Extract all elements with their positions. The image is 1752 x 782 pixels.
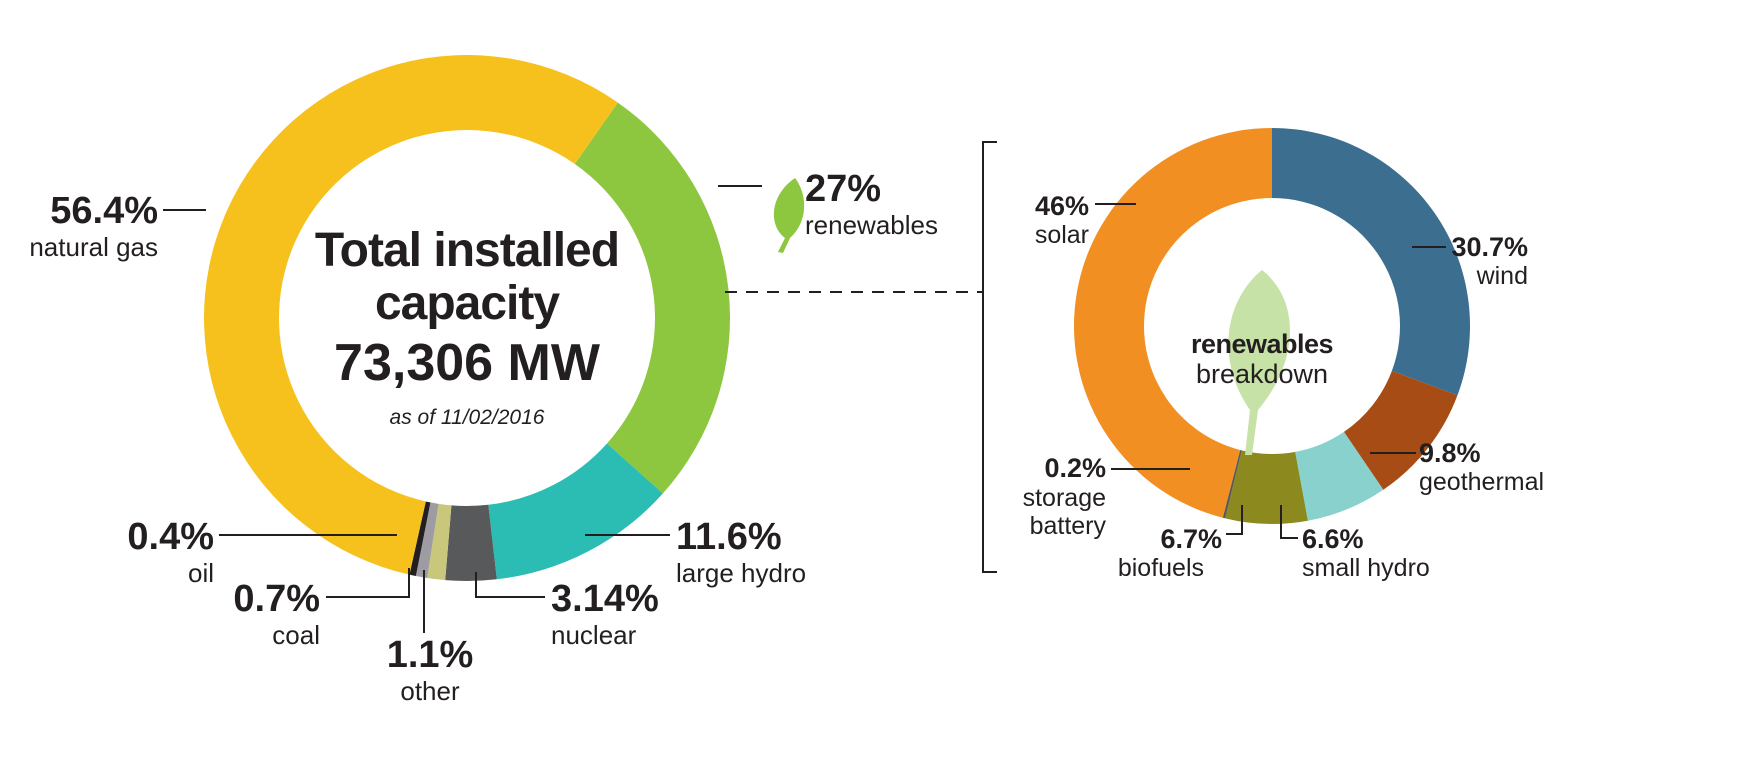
- category-label: biofuels: [1117, 554, 1204, 582]
- donut-slice: [427, 503, 452, 581]
- slice-label: 56.4% natural gas: [29, 192, 158, 260]
- category-label: geothermal: [1419, 468, 1545, 496]
- leader-lines: [163, 185, 1446, 633]
- slice-label: 0.4% oil: [127, 518, 214, 586]
- donut-slice: [1343, 370, 1458, 490]
- value-label: 6.7%: [1160, 524, 1222, 554]
- slice-label: 0.2% storage battery: [996, 455, 1106, 540]
- donut-slice: [488, 443, 663, 580]
- donut-slice: [1073, 127, 1272, 518]
- slice-label: 3.14% nuclear: [551, 580, 659, 648]
- value-label: 27%: [805, 168, 882, 210]
- center-text: renewables breakdown: [1172, 329, 1352, 389]
- value-label: 0.7%: [233, 578, 320, 620]
- category-label: nuclear: [551, 620, 637, 650]
- slice-label: 1.1% other: [387, 636, 474, 704]
- value-label: 3.14%: [551, 578, 659, 620]
- slice-label: 6.7% biofuels: [1118, 524, 1222, 581]
- value-label: 11.6%: [676, 516, 782, 558]
- slice-label: 27% renewables: [805, 170, 938, 238]
- donut-slice: [1272, 128, 1470, 396]
- leader-line: [475, 572, 545, 598]
- value-label: 9.8%: [1419, 438, 1481, 468]
- category-label: small hydro: [1302, 554, 1430, 582]
- category-label: natural gas: [29, 232, 158, 262]
- donut-slice: [445, 504, 497, 581]
- total-value: 73,306 MW: [334, 333, 600, 392]
- value-label: 0.4%: [127, 516, 214, 558]
- donut-slice: [415, 502, 439, 578]
- donut-slice: [409, 501, 431, 576]
- value-label: 46%: [1034, 191, 1089, 221]
- value-label: 6.6%: [1302, 524, 1364, 554]
- leader-line: [326, 568, 410, 598]
- leader-line: [1280, 505, 1298, 539]
- leaf-decoration: [1228, 270, 1291, 455]
- leaf-icon: [773, 178, 805, 253]
- category-label: renewables: [805, 210, 938, 240]
- center-text: Total installed capacity 73,306 MW as of…: [307, 224, 627, 429]
- category-label: storage battery: [1022, 484, 1106, 540]
- value-label: 0.2%: [1044, 453, 1106, 483]
- slice-label: 46% solar: [1035, 193, 1089, 248]
- slices: [204, 55, 1470, 581]
- category-label: solar: [1034, 221, 1089, 249]
- donut-slice: [204, 55, 618, 575]
- slice-label: 30.7% wind: [1451, 234, 1528, 289]
- donut-slice: [1222, 449, 1242, 519]
- donut-slice: [574, 102, 730, 494]
- category-label: oil: [187, 558, 214, 588]
- donut-slice: [1225, 450, 1308, 524]
- leader-line: [1226, 505, 1243, 535]
- chart-title: renewables: [1190, 329, 1334, 359]
- slice-label: 9.8% geothermal: [1419, 440, 1544, 495]
- slice-label: 0.7% coal: [233, 580, 320, 648]
- note: as of 11/02/2016: [389, 405, 545, 429]
- slice-label: 11.6% large hydro: [676, 518, 806, 586]
- value-label: 1.1%: [386, 634, 474, 676]
- value-label: 56.4%: [50, 190, 158, 232]
- donut-slice: [1295, 431, 1384, 521]
- category-label: wind: [1476, 262, 1528, 290]
- chart-subtitle: breakdown: [1195, 358, 1329, 389]
- category-label: coal: [272, 620, 320, 650]
- value-label: 30.7%: [1451, 232, 1528, 262]
- category-label: other: [400, 676, 460, 706]
- bracket: [982, 141, 997, 573]
- category-label: large hydro: [676, 558, 807, 588]
- chart-title: Total installed capacity: [314, 224, 620, 330]
- slice-label: 6.6% small hydro: [1302, 526, 1430, 581]
